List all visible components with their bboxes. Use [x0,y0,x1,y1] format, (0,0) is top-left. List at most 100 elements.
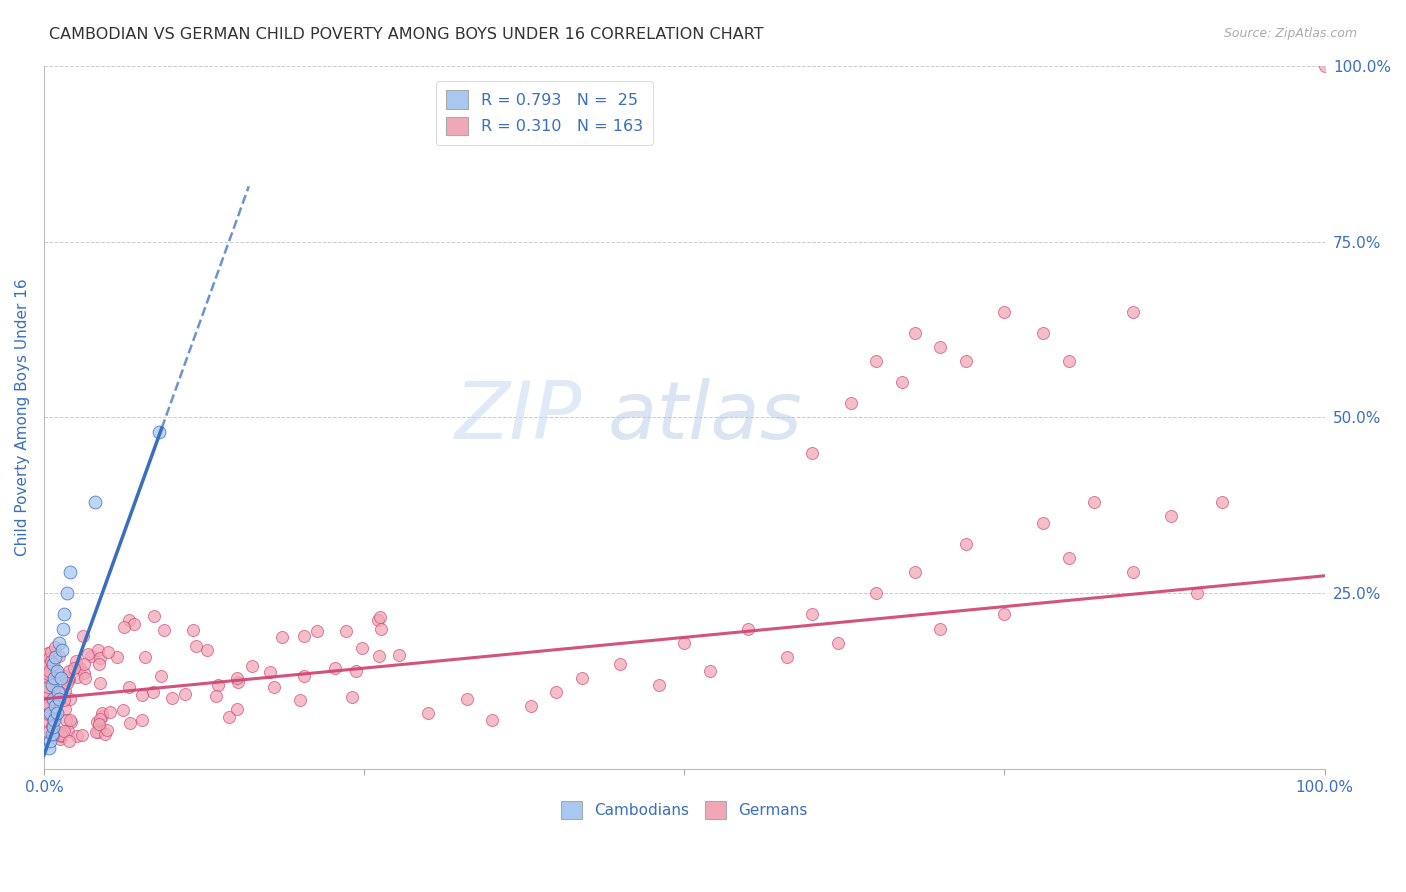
Point [90,708,112,723]
Point [89,716,111,731]
Point [1032,516,1054,530]
Point [59,713,82,727]
Point [955,537,977,551]
Point [1057,551,1080,566]
Point [84,725,107,739]
Point [827,635,849,649]
Point [37,680,59,694]
Point [891,376,914,390]
Point [70,728,93,742]
Point [609,657,631,671]
Point [37,690,59,704]
Point [80,648,103,663]
Point [39,645,62,659]
Point [58,672,80,686]
Point [1122,305,1144,319]
Point [263,681,285,695]
Point [94,727,117,741]
Point [87,724,110,739]
Point [52,693,75,707]
Point [292,629,315,643]
Point [56,724,79,739]
Point [37,646,59,660]
Point [335,624,357,638]
Point [41,678,63,692]
Point [58,733,80,747]
Point [48,649,70,664]
Point [122,616,145,631]
Point [37,714,59,728]
Point [73,657,96,672]
Point [142,685,165,699]
Point [41,692,63,706]
Point [37,660,59,674]
Point [53,668,76,682]
Point [271,630,294,644]
Point [131,714,153,728]
Point [105,650,128,665]
Point [42,720,65,734]
Point [56,586,79,600]
Point [39,654,62,668]
Legend: Cambodians, Germans: Cambodians, Germans [555,795,814,825]
Point [546,685,568,699]
Point [44,649,66,664]
Point [41,658,63,673]
Point [839,396,862,410]
Point [65,654,87,668]
Point [226,702,249,716]
Point [37,666,59,681]
Point [240,659,263,673]
Point [58,566,80,580]
Point [51,642,73,657]
Point [44,698,66,713]
Point [72,629,94,643]
Point [89,651,111,665]
Point [37,724,59,739]
Point [149,669,172,683]
Point [117,613,139,627]
Point [865,586,887,600]
Point [41,661,63,675]
Point [416,706,439,720]
Point [370,610,392,624]
Point [1185,586,1208,600]
Point [44,640,66,654]
Point [117,680,139,694]
Point [112,620,135,634]
Point [52,622,75,636]
Point [45,706,67,720]
Point [44,709,66,723]
Point [153,623,176,637]
Point [37,674,59,689]
Point [44,713,66,727]
Point [96,723,118,737]
Point [37,670,59,684]
Point [53,607,76,622]
Text: atlas: atlas [607,378,803,457]
Point [1083,495,1105,509]
Point [86,715,108,730]
Point [120,716,142,731]
Point [42,728,65,742]
Point [904,566,927,580]
Point [48,692,70,706]
Point [91,706,114,720]
Point [148,425,170,439]
Point [38,667,60,681]
Point [37,684,59,698]
Point [865,354,887,368]
Point [51,726,73,740]
Point [53,702,76,716]
Point [45,664,67,678]
Point [44,683,66,698]
Point [59,714,82,729]
Point [56,676,79,690]
Point [801,607,824,622]
Point [647,678,669,692]
Point [53,684,76,698]
Point [48,635,70,649]
Point [367,613,389,627]
Point [41,718,63,732]
Point [59,692,82,706]
